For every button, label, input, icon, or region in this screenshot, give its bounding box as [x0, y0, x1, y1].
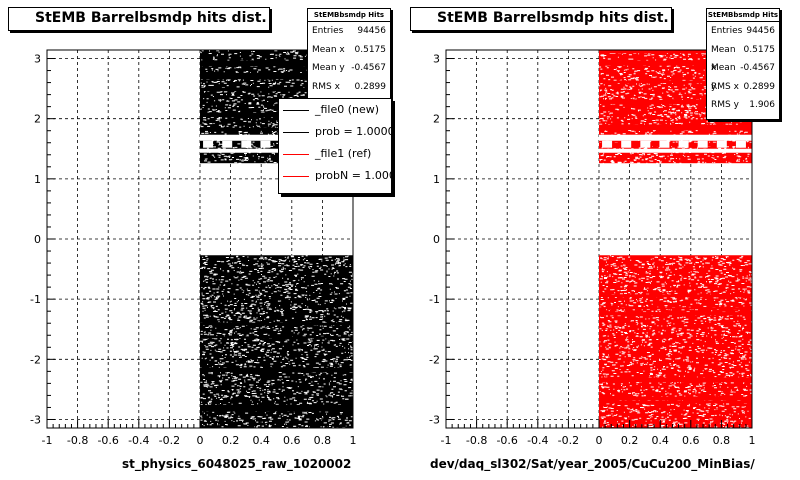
scatter-stripe: [200, 112, 353, 118]
gap-band-lower: [200, 148, 353, 153]
x-tick-label: -0.6: [496, 434, 517, 447]
gap-block: [621, 140, 632, 148]
scatter-stripe: [599, 400, 752, 404]
gap-block: [602, 140, 613, 148]
gap-block: [260, 140, 271, 148]
x-tick-label: -0.8: [67, 434, 88, 447]
gap-band-upper: [599, 134, 752, 141]
x-tick-label: -1: [42, 434, 53, 447]
x-tick-label: 1: [350, 434, 357, 447]
right-stats-row: Entries 94456: [711, 26, 775, 36]
y-tick-label: 0: [433, 233, 440, 246]
left-stats-header: StEMBbsmdp Hits: [308, 9, 390, 22]
left-stats-box: StEMBbsmdp Hits Entries 94456 Mean x 0.517…: [307, 8, 391, 104]
y-tick-label: -1: [429, 293, 440, 306]
left-legend: _file0 (new) prob = 1.000000 _file1 (ref…: [278, 98, 392, 194]
x-tick-label: 0.8: [713, 434, 731, 447]
legend-entry: _file1 (ref): [279, 143, 391, 165]
left-x-caption: st_physics_6048025_raw_1020002: [122, 457, 352, 471]
y-tick-label: 0: [34, 233, 41, 246]
x-tick-label: 0.2: [621, 434, 639, 447]
gap-block: [640, 140, 651, 148]
x-tick-label: 0: [596, 434, 603, 447]
y-tick-label: 1: [433, 173, 440, 186]
x-tick-label: -0.8: [466, 434, 487, 447]
scatter-stripe: [599, 307, 752, 310]
y-tick-label: 3: [433, 53, 440, 66]
scatter-stripe: [200, 322, 353, 326]
x-tick-label: -1: [441, 434, 452, 447]
left-stats-row: Entries 94456: [312, 26, 386, 36]
scatter-stripe: [200, 87, 353, 92]
x-tick-label: -0.4: [527, 434, 548, 447]
gap-band-upper: [200, 134, 353, 141]
legend-entry: probN = 1.000000: [279, 165, 391, 187]
gap-block: [735, 140, 746, 148]
scatter-stripe: [200, 60, 353, 67]
left-stats-row: Mean x 0.5175: [312, 44, 386, 55]
scatter-stripe: [200, 127, 353, 131]
right-stats-row: Mean x 0.5175: [711, 44, 775, 74]
left-plot-title: StEMB Barrelbsmdp hits dist.: [8, 7, 270, 31]
gap-block: [716, 140, 727, 148]
x-tick-label: -0.4: [128, 434, 149, 447]
gap-band-lower: [599, 148, 752, 153]
x-tick-label: 0: [197, 434, 204, 447]
scatter-stripe: [200, 74, 353, 80]
scatter-stripe: [599, 377, 752, 383]
gap-block: [222, 140, 233, 148]
x-tick-label: -0.6: [97, 434, 118, 447]
scatter-stripe: [599, 396, 752, 401]
x-tick-label: 0.4: [252, 434, 270, 447]
scatter-stripe: [200, 404, 353, 411]
right-plot-title: StEMB Barrelbsmdp hits dist.: [410, 7, 672, 31]
scatter-stripe: [200, 336, 353, 339]
scatter-stripe: [599, 124, 752, 131]
scatter-stripe: [599, 80, 752, 84]
x-tick-label: -0.2: [159, 434, 180, 447]
right-x-caption: dev/daq_sl302/Sat/year_2005/CuCu200_MinB…: [430, 457, 755, 471]
scatter-stripe: [599, 312, 752, 316]
y-tick-label: -2: [429, 353, 440, 366]
x-tick-label: 0.4: [651, 434, 669, 447]
legend-entry: prob = 1.000000: [279, 121, 391, 143]
x-tick-label: 1: [749, 434, 756, 447]
scatter-stripe: [599, 99, 752, 104]
y-tick-label: -1: [30, 293, 41, 306]
scatter-stripe: [599, 50, 752, 54]
right-stats-row: Mean y -0.4567: [711, 63, 775, 92]
y-tick-label: -3: [429, 413, 440, 426]
scatter-stripe: [599, 142, 752, 147]
scatter-stripe: [599, 60, 752, 66]
y-tick-label: -3: [30, 413, 41, 426]
gap-block: [678, 140, 689, 148]
right-stats-row: RMS x 0.2899: [711, 81, 775, 92]
y-tick-label: 1: [34, 173, 41, 186]
gap-block: [203, 140, 214, 148]
right-stats-row: RMS y 1.906: [711, 100, 775, 110]
y-tick-label: 2: [433, 113, 440, 126]
scatter-stripe: [200, 367, 353, 373]
legend-entry: _file0 (new): [279, 99, 391, 121]
gap-block: [241, 140, 252, 148]
scatter-speckle: [200, 255, 356, 429]
left-stats-row: Mean y -0.4567: [312, 63, 386, 73]
x-tick-label: 0.2: [222, 434, 240, 447]
scatter-stripe: [599, 294, 752, 298]
gap-block: [659, 140, 670, 148]
x-tick-label: 0.8: [314, 434, 332, 447]
x-tick-label: 0.6: [283, 434, 301, 447]
gap-block: [697, 140, 708, 148]
y-tick-label: -2: [30, 353, 41, 366]
y-tick-label: 2: [34, 113, 41, 126]
x-tick-label: 0.6: [682, 434, 700, 447]
right-stats-header: StEMBbsmdp Hits: [707, 9, 779, 22]
y-tick-label: 3: [34, 53, 41, 66]
x-tick-label: -0.2: [558, 434, 579, 447]
right-stats-box: StEMBbsmdp Hits Entries 94456 Mean x 0.517…: [706, 8, 780, 120]
left-stats-row: RMS x 0.2899: [312, 81, 386, 92]
